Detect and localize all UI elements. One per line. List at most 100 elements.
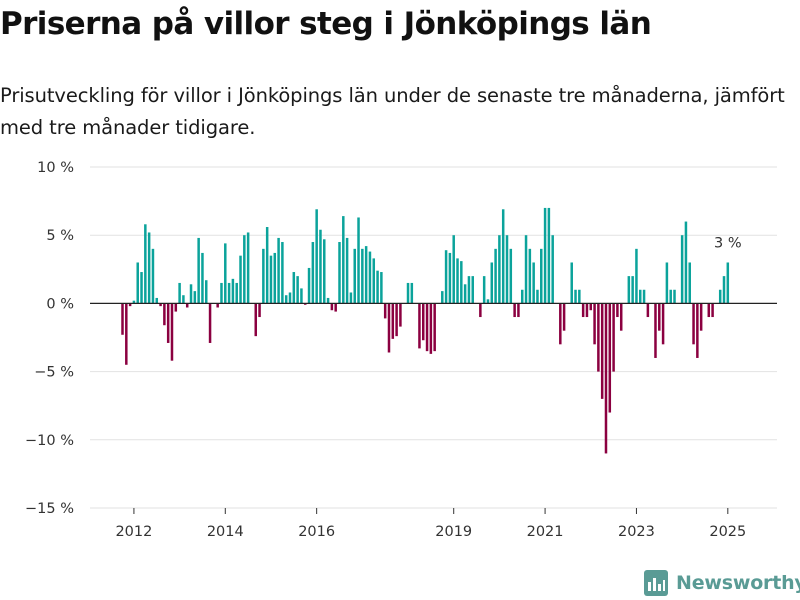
- x-tick-label: 2019: [435, 524, 472, 540]
- gridlines: [90, 166, 777, 509]
- bar: [155, 297, 159, 304]
- bar: [220, 282, 223, 304]
- bar: [418, 303, 421, 349]
- bar: [524, 235, 528, 304]
- bar: [307, 267, 311, 304]
- bar: [224, 243, 227, 304]
- bar: [368, 251, 372, 304]
- bar: [342, 216, 345, 304]
- bar: [178, 282, 181, 304]
- bar: [589, 303, 593, 311]
- bar: [661, 303, 665, 345]
- bar: [570, 262, 573, 304]
- bar: [281, 242, 284, 304]
- chart-subtitle: Prisutveckling för villor i Jönköpings l…: [0, 84, 785, 139]
- bar: [479, 303, 482, 318]
- bar: [208, 303, 212, 343]
- bar: [608, 303, 612, 413]
- bar: [471, 276, 474, 304]
- bar: [326, 297, 330, 304]
- bar: [425, 303, 429, 352]
- bar: [269, 255, 273, 304]
- bar: [372, 258, 376, 304]
- bar: [159, 303, 162, 307]
- bar: [334, 303, 337, 312]
- bar: [349, 292, 353, 304]
- bar: [593, 303, 596, 345]
- bar: [193, 291, 197, 304]
- x-tick-label: 2021: [527, 524, 564, 540]
- y-tick-label: −15 %: [25, 501, 74, 517]
- bar: [391, 303, 395, 339]
- bar: [467, 276, 471, 304]
- bar: [722, 276, 726, 304]
- brand-name: Newsworthy: [676, 572, 800, 594]
- bar: [692, 303, 695, 345]
- bar: [463, 284, 467, 304]
- bar: [707, 303, 711, 318]
- bar: [254, 303, 257, 337]
- bar: [319, 229, 322, 304]
- y-axis-ticks: 10 % 5 % 0 % −5 % −10 % −15 %: [25, 160, 74, 517]
- bar: [315, 209, 318, 304]
- y-tick-label: 10 %: [37, 160, 74, 176]
- bar: [597, 303, 600, 372]
- bar: [452, 235, 455, 304]
- bar: [540, 248, 543, 304]
- bar: [182, 295, 185, 304]
- bar: [166, 303, 170, 343]
- x-axis-ticks: 2012 2014 2016 2019 2021 2023 2025: [115, 508, 746, 540]
- last-value-annotation: 3 %: [714, 235, 742, 251]
- bar: [284, 295, 288, 304]
- bar: [292, 272, 296, 304]
- bar: [406, 282, 410, 304]
- bar: [395, 303, 398, 337]
- bar: [265, 227, 269, 304]
- x-tick-label: 2012: [115, 524, 152, 540]
- bar: [231, 278, 235, 304]
- x-tick-label: 2025: [709, 524, 746, 540]
- bar: [646, 303, 650, 318]
- bar: [501, 209, 505, 304]
- bar: [205, 280, 208, 304]
- newsworthy-logo: Newsworthy: [644, 568, 800, 598]
- bar: [639, 289, 642, 304]
- bar-chart-logo-icon: [644, 570, 668, 596]
- bar: [345, 237, 349, 304]
- bar: [300, 288, 303, 304]
- bar: [699, 303, 703, 331]
- bar: [688, 262, 691, 304]
- bar: [246, 232, 250, 304]
- bar: [536, 289, 539, 304]
- bar: [125, 303, 128, 365]
- bar: [201, 252, 204, 304]
- bar: [132, 300, 136, 304]
- bar: [680, 235, 684, 304]
- bar: [673, 289, 676, 304]
- bar: [330, 303, 334, 311]
- bar: [559, 303, 562, 345]
- bar: [376, 270, 379, 304]
- bar: [684, 221, 688, 304]
- bar: [433, 303, 436, 352]
- bar: [163, 303, 166, 326]
- bar: [128, 303, 132, 307]
- bar: [410, 282, 414, 304]
- bar: [380, 272, 383, 304]
- bar: [490, 262, 494, 304]
- bar: [357, 217, 360, 304]
- bar: [262, 248, 265, 304]
- bar: [654, 303, 657, 358]
- bar: [288, 292, 292, 304]
- bar: [631, 276, 634, 304]
- bar: [456, 258, 459, 304]
- bar: [509, 248, 513, 304]
- bar: [517, 303, 520, 318]
- bar: [585, 303, 589, 318]
- bar: [505, 235, 509, 304]
- bar: [562, 303, 566, 331]
- bar: [144, 224, 147, 304]
- bar: [612, 303, 615, 372]
- bar: [520, 289, 524, 304]
- bar: [140, 272, 143, 304]
